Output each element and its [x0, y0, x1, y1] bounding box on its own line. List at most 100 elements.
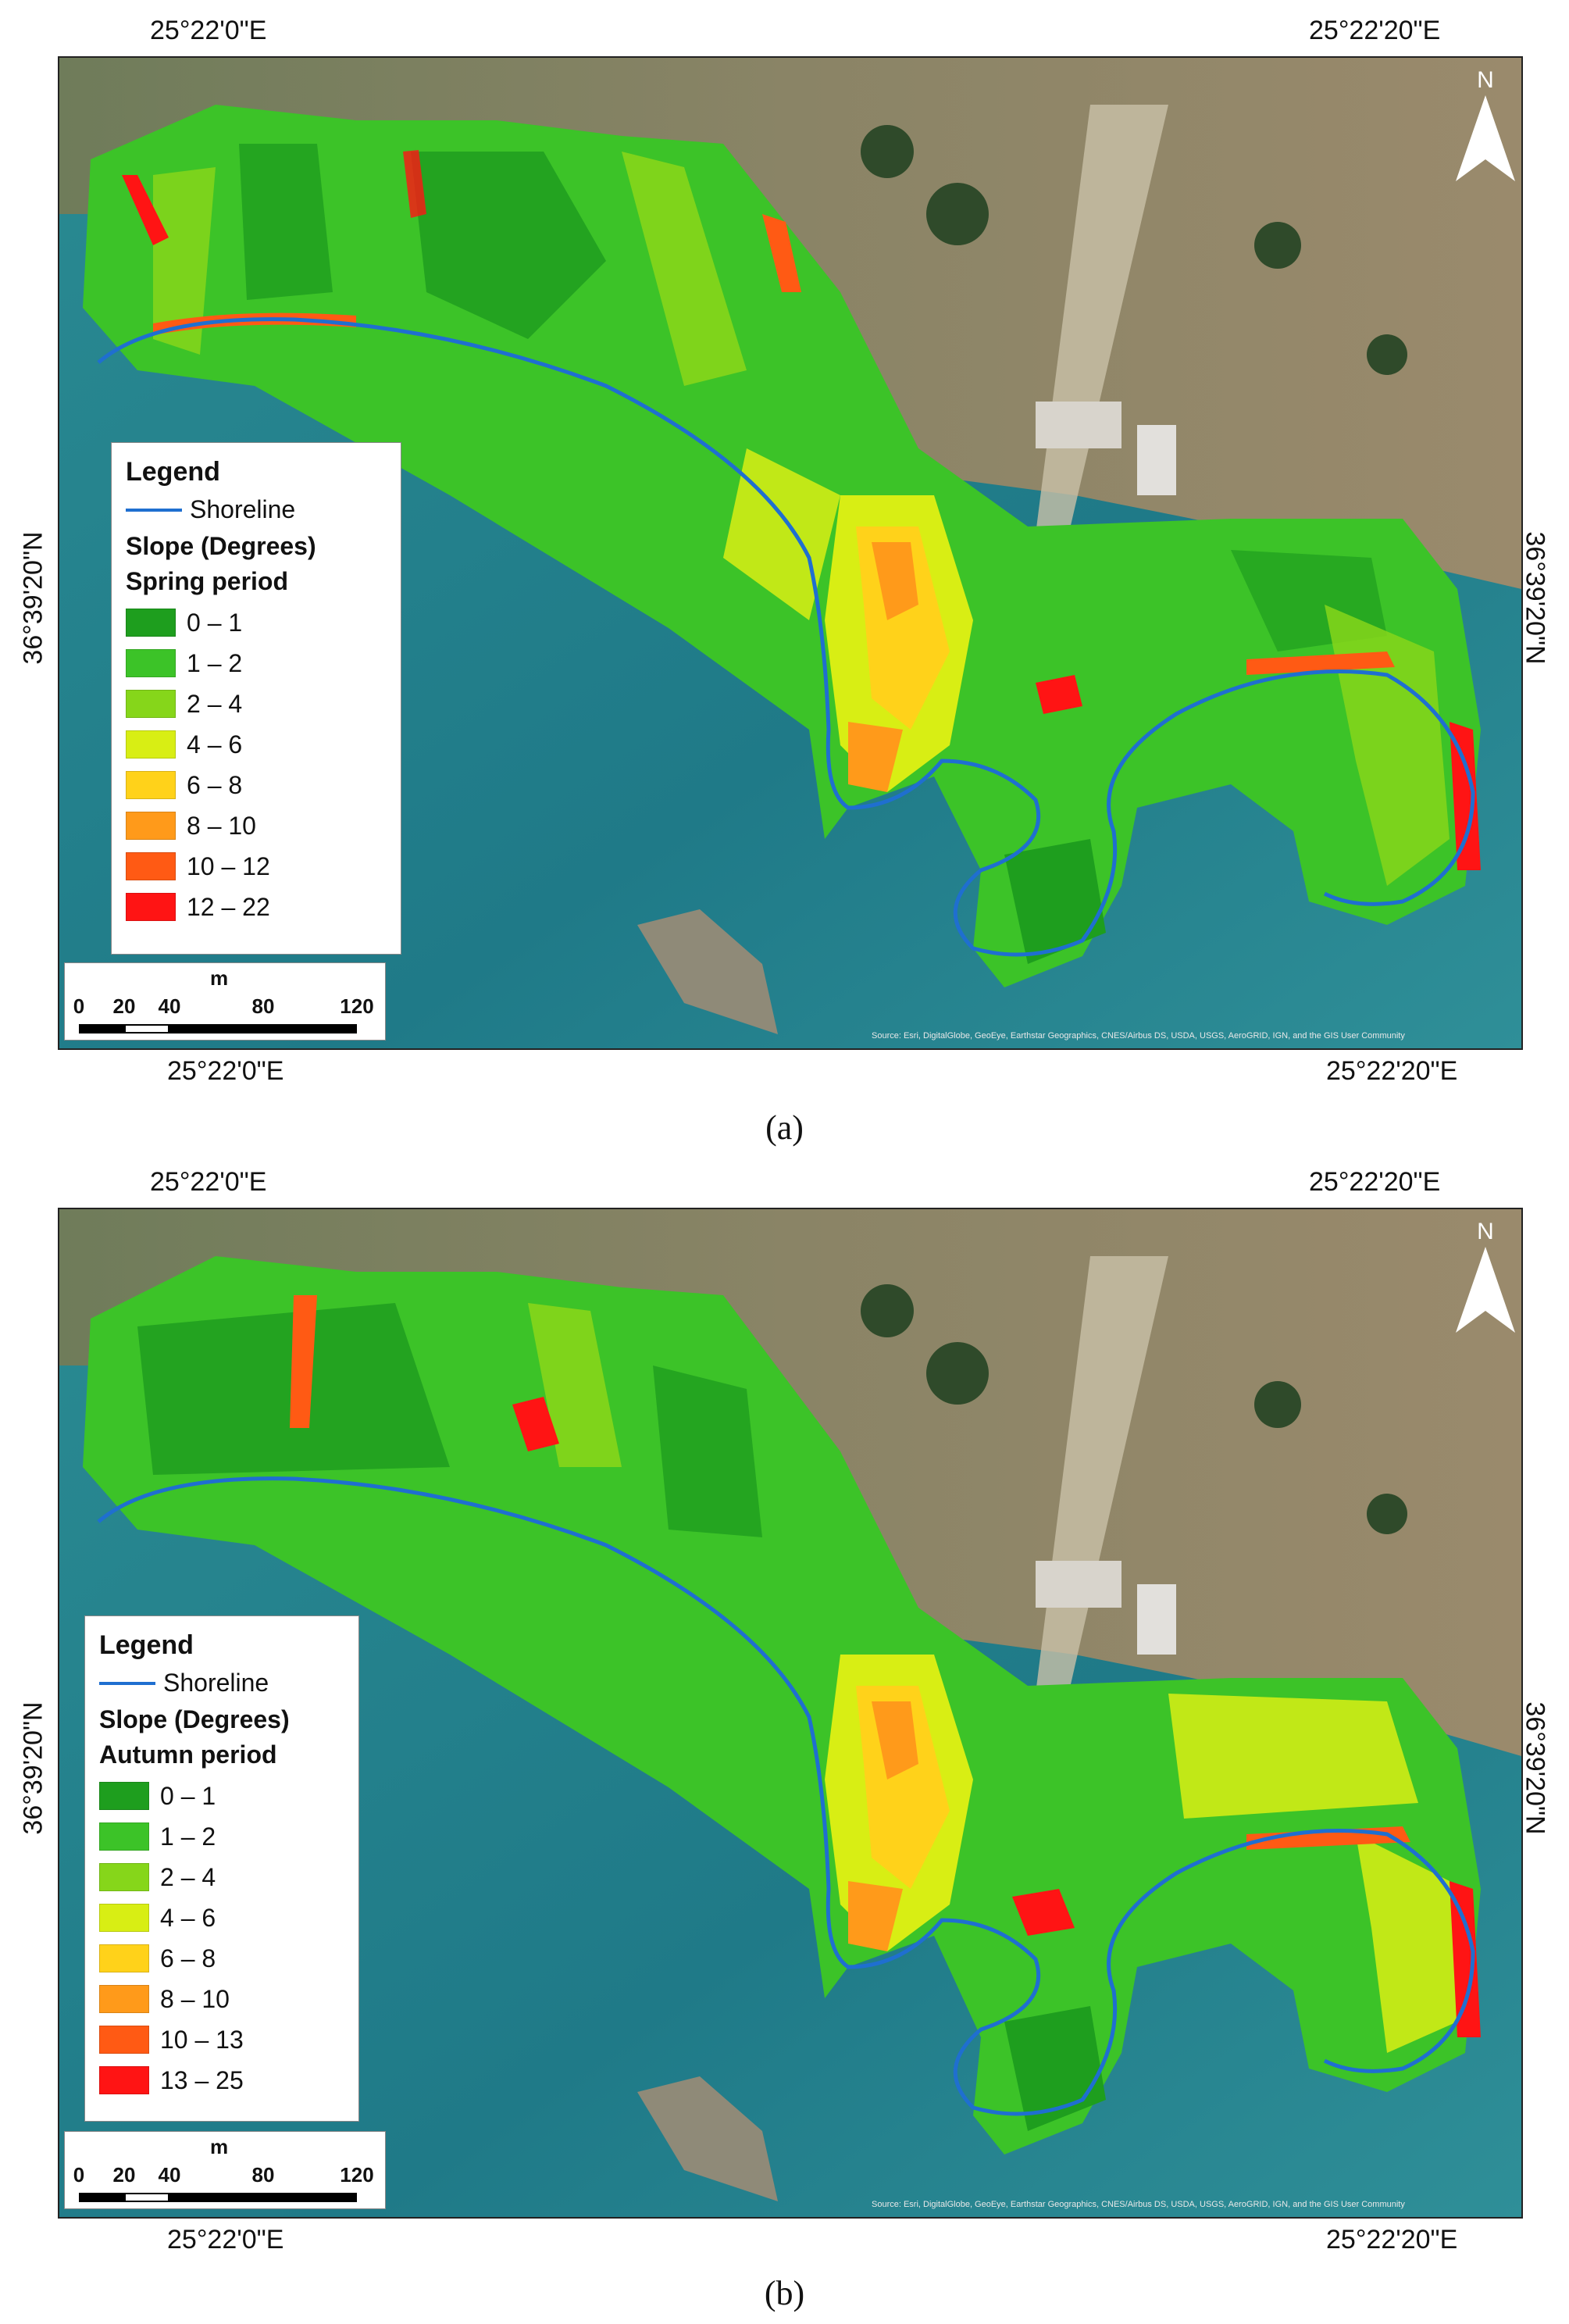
legend-shoreline-label: Shoreline	[190, 495, 296, 523]
slope-zone-0-1	[1004, 839, 1106, 964]
rocky-islet	[637, 2076, 778, 2201]
legend-class-row: 10 – 12	[126, 846, 387, 887]
legend-class-swatch	[126, 812, 176, 840]
legend-class-row: 0 – 1	[99, 1776, 344, 1816]
shoreline-path	[97, 1476, 1475, 2116]
legend-period-label: Autumn period	[99, 1740, 277, 1769]
map-frame[interactable]: Legend Shoreline Slope (Degrees) Spring …	[58, 56, 1523, 1050]
legend-box: Legend Shoreline Slope (Degrees) Autumn …	[84, 1615, 359, 2122]
legend-shoreline-entry: Shoreline	[99, 1669, 344, 1697]
slope-zone-2-4	[1325, 605, 1450, 886]
legend-class-swatch	[126, 649, 176, 677]
legend-class-row: 0 – 1	[126, 602, 387, 643]
legend-title: Legend	[99, 1630, 194, 1660]
rocky-islet	[637, 909, 778, 1034]
legend-class-row: 4 – 6	[99, 1897, 344, 1938]
legend-class-swatch	[99, 1904, 149, 1932]
map-panel-b: 25°22'0"E 25°22'20"E 36°39'20"N 36°39'20…	[0, 1155, 1569, 2324]
slope-zone-2-4	[622, 152, 747, 386]
slope-ridge	[403, 150, 426, 218]
legend-class-swatch	[99, 1863, 149, 1891]
scale-tick: 0	[73, 994, 85, 1018]
legend-period-label: Spring period	[126, 567, 288, 595]
legend-class-label: 6 – 8	[187, 770, 243, 799]
slope-zone-4-6	[1356, 1834, 1457, 2053]
legend-class-label: 10 – 13	[160, 2025, 244, 2054]
scale-bar: m 0 20 40 80 120	[64, 962, 386, 1041]
slope-zone-0-1	[411, 152, 606, 339]
scale-segment	[169, 1024, 263, 1033]
slope-zone-8-10	[848, 722, 903, 792]
legend-class-row: 8 – 10	[99, 1979, 344, 2019]
map-panel-a: 25°22'0"E 25°22'20"E 36°39'20"N 36°39'20…	[0, 0, 1569, 1155]
scale-tick: 40	[158, 2163, 181, 2187]
tree	[1254, 222, 1301, 269]
scale-tick: 20	[112, 994, 136, 1018]
scale-unit: m	[210, 2135, 229, 2158]
legend-class-row: 13 – 25	[99, 2060, 344, 2101]
legend-classes: 0 – 1 1 – 2 2 – 4 4 – 6 6 – 8 8 – 10 10 – 12 12…	[126, 602, 387, 927]
legend-class-label: 13 – 25	[160, 2065, 244, 2094]
legend-class-swatch	[126, 690, 176, 718]
lat-label-left: 36°39'20"N	[18, 1701, 48, 1835]
lat-label-right: 36°39'20"N	[1520, 531, 1550, 665]
legend-class-swatch	[126, 771, 176, 799]
shoreline-path	[97, 317, 1475, 957]
scale-tick: 120	[340, 2163, 374, 2187]
slope-ridge	[762, 214, 801, 292]
tree	[861, 1284, 914, 1337]
lon-label-top-right: 25°22'20"E	[1309, 16, 1441, 45]
building	[1036, 402, 1121, 448]
legend-class-label: 6 – 8	[160, 1944, 216, 1972]
map-frame[interactable]: Legend Shoreline Slope (Degrees) Autumn …	[58, 1208, 1523, 2219]
lat-label-right: 36°39'20"N	[1520, 1701, 1550, 1835]
tree	[1254, 1381, 1301, 1428]
slope-ridge	[1012, 1889, 1075, 1936]
attribution: Source: Esri, DigitalGlobe, GeoEye, Eart…	[872, 1031, 1405, 1041]
legend-class-label: 0 – 1	[187, 608, 243, 637]
lon-label-bottom-left: 25°22'0"E	[167, 1056, 284, 1086]
legend-class-row: 8 – 10	[126, 805, 387, 846]
legend-class-label: 1 – 2	[160, 1822, 216, 1851]
legend-class-swatch	[126, 852, 176, 880]
scale-segment	[79, 1024, 124, 1033]
slope-zone-8-10	[872, 1701, 918, 1780]
scale-bar: m 0 20 40 80 120	[64, 2131, 386, 2209]
legend-class-label: 12 – 22	[187, 892, 270, 921]
legend-class-row: 2 – 4	[126, 684, 387, 724]
legend-title: Legend	[126, 457, 220, 487]
legend-class-row: 4 – 6	[126, 724, 387, 765]
scale-tick: 120	[340, 994, 374, 1018]
legend-class-row: 6 – 8	[126, 765, 387, 805]
north-arrow-icon	[1456, 95, 1515, 181]
slope-zone-0-1	[239, 144, 333, 300]
tree	[1367, 334, 1407, 375]
legend-class-label: 4 – 6	[187, 730, 243, 759]
scale-segment	[169, 2193, 263, 2202]
scale-tick: 80	[251, 2163, 275, 2187]
slope-ridge	[1246, 652, 1395, 675]
lon-label-bottom-right: 25°22'20"E	[1326, 2225, 1458, 2254]
scale-tick: 40	[158, 994, 181, 1018]
shoreline-swatch	[99, 1681, 155, 1685]
legend-class-row: 12 – 22	[126, 887, 387, 927]
slope-ridge	[1450, 1881, 1481, 2037]
scale-segment	[263, 2193, 357, 2202]
legend-class-label: 8 – 10	[187, 811, 256, 840]
slope-ridge	[1450, 722, 1481, 870]
legend-class-swatch	[99, 1985, 149, 2013]
scale-segment	[79, 2193, 124, 2202]
slope-zone-0-1	[653, 1365, 762, 1537]
legend-class-swatch	[99, 2066, 149, 2094]
tree	[861, 125, 914, 178]
slope-ridge	[290, 1295, 317, 1428]
attribution: Source: Esri, DigitalGlobe, GeoEye, Eart…	[872, 2200, 1405, 2209]
legend-box: Legend Shoreline Slope (Degrees) Spring …	[111, 442, 401, 955]
scale-tick: 80	[251, 994, 275, 1018]
lon-label-top-left: 25°22'0"E	[150, 1167, 267, 1197]
slope-zone-8-10	[872, 542, 918, 620]
slope-zone-4-6	[723, 448, 840, 620]
lon-label-bottom-right: 25°22'20"E	[1326, 1056, 1458, 1086]
slope-ridge	[1036, 675, 1082, 714]
scale-tick: 20	[112, 2163, 136, 2187]
